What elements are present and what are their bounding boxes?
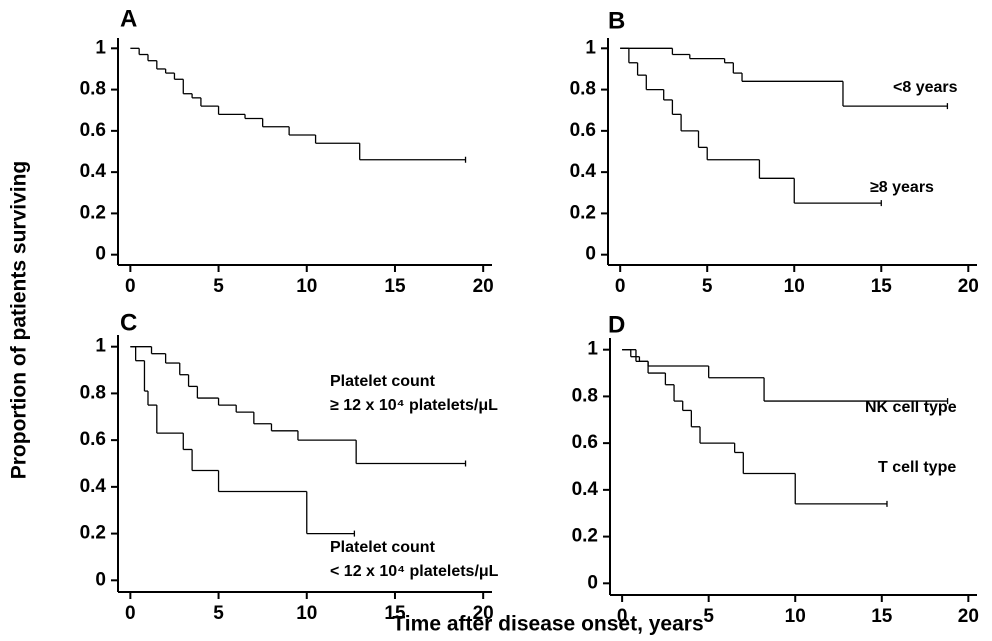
y-tick-label: 0.4 [570,161,597,182]
panel-title: B [608,7,625,34]
y-tick-label: 0 [585,244,596,265]
x-axis-label: Time after disease onset, years [392,613,703,636]
y-tick-label: 1 [585,37,596,58]
y-tick-label: 1 [95,37,106,58]
y-tick-label: 0.6 [80,429,106,450]
y-tick-label: 0.2 [80,523,106,544]
x-tick-label: 15 [871,276,893,297]
series-label: NK cell type [865,399,957,416]
x-tick-label: 15 [384,603,406,624]
panel-title: C [120,309,137,336]
y-tick-label: 0.6 [80,120,106,141]
x-tick-label: 5 [702,276,713,297]
x-tick-label: 20 [958,276,979,297]
x-tick-label: 5 [703,606,714,627]
x-tick-label: 0 [615,276,626,297]
y-tick-label: 0.8 [572,385,598,406]
series-label: <8 years [893,79,958,96]
series-label: Platelet count ≥ 12 x 10⁴ platelets/μL [330,373,498,414]
x-tick-label: 20 [473,603,494,624]
y-axis-label: Proportion of patients surviving [8,161,31,480]
x-tick-label: 20 [958,606,979,627]
y-tick-label: 1 [95,336,106,357]
y-tick-label: 0.6 [570,120,596,141]
x-tick-label: 10 [785,606,806,627]
y-tick-label: 0.8 [80,79,106,100]
y-tick-label: 0.4 [80,476,107,497]
y-tick-label: 0.8 [80,382,106,403]
x-tick-label: 0 [125,603,136,624]
x-tick-label: 0 [125,276,136,297]
y-tick-label: 0.2 [80,202,106,223]
x-tick-label: 10 [784,276,805,297]
x-tick-label: 5 [213,276,224,297]
y-tick-label: 0.8 [570,79,596,100]
y-tick-label: 0 [95,569,106,590]
y-tick-label: 0.4 [80,161,107,182]
y-tick-label: 0 [95,244,106,265]
y-tick-label: 0.2 [572,526,598,547]
x-tick-label: 10 [296,276,317,297]
x-tick-label: 15 [384,276,406,297]
series-label: ≥8 years [870,179,934,196]
x-tick-label: 15 [871,606,893,627]
x-tick-label: 10 [296,603,317,624]
y-tick-label: 0.2 [570,202,596,223]
y-tick-label: 0 [587,572,598,593]
panel-title: A [120,5,137,32]
series-label: T cell type [878,459,957,476]
y-tick-label: 0.6 [572,432,598,453]
x-tick-label: 20 [473,276,494,297]
y-tick-label: 1 [587,339,598,360]
x-tick-label: 0 [617,606,628,627]
x-tick-label: 5 [213,603,224,624]
y-tick-label: 0.4 [572,479,599,500]
series-label: Platelet count < 12 x 10⁴ platelets/μL [330,539,499,580]
panel-title: D [608,311,625,338]
